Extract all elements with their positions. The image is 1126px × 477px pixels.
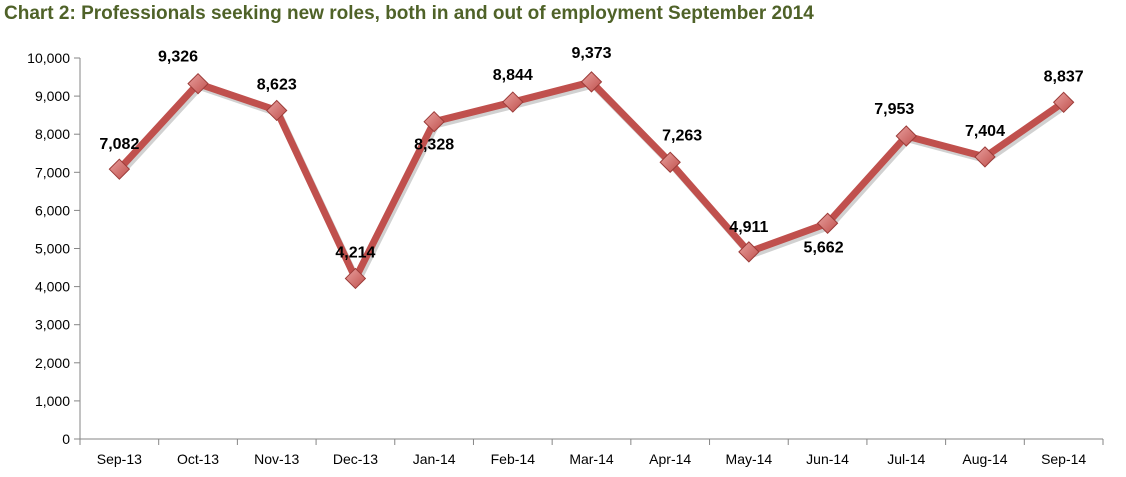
data-point-marker [187,72,209,95]
data-labels: 7,082 9,326 8,623 4,214 8,328 8,844 9,373 7,263… [99,45,1083,262]
data-point-marker [108,158,131,180]
data-point-marker [580,71,603,93]
data-point-marker [266,99,288,122]
data-point-marker [344,267,367,290]
y-tick-label: 3,000 [35,317,70,333]
series-line-path [116,78,1066,282]
data-label: 8,844 [493,67,533,84]
x-tick-label: Jan-14 [413,451,456,467]
data-label: 4,214 [335,244,375,261]
data-label: 8,328 [414,137,454,154]
series-line [116,78,1068,285]
x-tick-label: Aug-14 [962,451,1007,467]
axes: 0 1,000 2,000 3,000 4,000 5,000 6,000 7,000 8,00… [27,50,1104,467]
data-point-marker [816,212,839,234]
data-point-marker [423,110,445,133]
data-label: 9,326 [158,49,198,66]
data-point-marker [502,91,524,113]
y-tick-label: 2,000 [35,355,70,371]
markers [108,71,1075,290]
y-tick-label: 5,000 [35,241,70,257]
y-tick-label: 9,000 [35,88,70,104]
y-tick-label: 6,000 [35,202,70,218]
y-tick-label: 0 [62,431,70,447]
x-tick-label: Feb-14 [491,451,536,467]
x-tick-label: Mar-14 [569,451,614,467]
x-tick-label: Dec-13 [333,451,378,467]
y-tick-label: 4,000 [35,279,70,295]
x-tick-label: Sep-14 [1041,451,1086,467]
x-tick-label: May-14 [726,451,773,467]
y-tick-label: 10,000 [27,50,70,66]
chart-title: Chart 2: Professionals seeking new roles… [4,3,814,24]
data-label: 8,623 [257,76,297,93]
x-tick-label: Sep-13 [97,451,142,467]
x-tick-label: Apr-14 [649,451,691,467]
y-tick-label: 8,000 [35,126,70,142]
data-label: 7,404 [965,123,1005,140]
data-point-marker [1052,91,1075,114]
y-tick-label: 1,000 [35,393,70,409]
x-tick-label: Jul-14 [887,451,925,467]
data-label: 7,953 [874,101,914,118]
data-label: 9,373 [571,45,611,62]
y-tick-label: 7,000 [35,164,70,180]
data-label: 7,082 [99,136,139,153]
data-point-marker [738,241,760,263]
data-label: 5,662 [804,239,844,256]
x-tick-label: Jun-14 [806,451,849,467]
data-point-marker [895,125,917,147]
data-label: 7,263 [662,127,702,144]
series-line-shadow [118,81,1068,285]
data-label: 4,911 [729,219,768,236]
x-tick-label: Oct-13 [177,451,219,467]
data-label: 8,837 [1044,68,1084,85]
data-point-marker [974,146,996,168]
data-point-marker [659,151,681,173]
x-tick-label: Nov-13 [254,451,299,467]
